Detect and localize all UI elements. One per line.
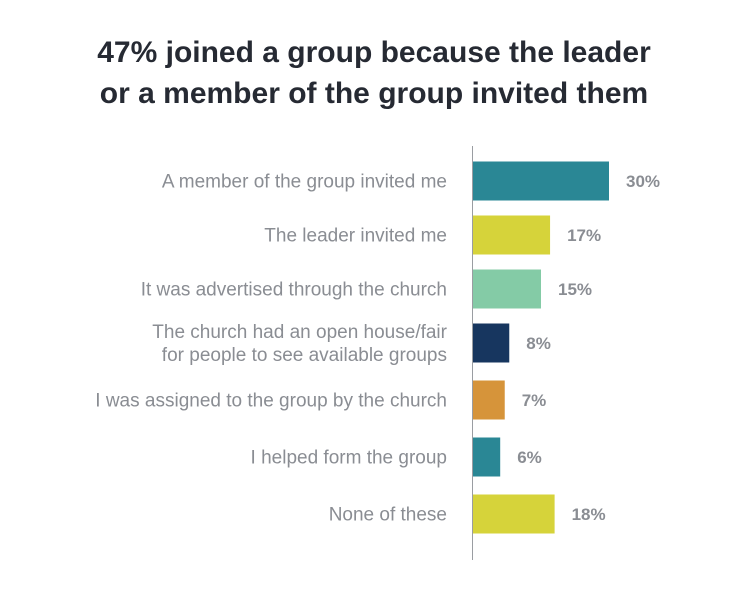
bars-group	[473, 161, 609, 534]
category-label-line: The leader invited me	[264, 226, 447, 247]
category-label-line: for people to see available groups	[162, 345, 447, 366]
value-label-1: 30%	[626, 172, 660, 191]
category-label-3: It was advertised through the church	[141, 280, 447, 301]
category-label-1: A member of the group invited me	[162, 172, 447, 193]
bar-6	[473, 437, 501, 477]
category-label-line: I was assigned to the group by the churc…	[95, 391, 447, 412]
bar-2	[473, 215, 551, 255]
bar-7	[473, 494, 555, 534]
chart-title-line-2: or a member of the group invited them	[99, 77, 649, 110]
category-labels-group: A member of the group invited me The lead…	[95, 172, 447, 526]
category-label-line: The church had an open house/fair	[152, 322, 447, 343]
value-label-2: 17%	[567, 226, 601, 245]
category-label-6: I helped form the group	[251, 448, 447, 469]
category-label-2: The leader invited me	[264, 226, 447, 247]
bar-1	[473, 161, 609, 201]
category-label-line: A member of the group invited me	[162, 172, 447, 193]
category-label-line: None of these	[329, 505, 447, 526]
value-labels-group: 30% 17% 15% 8% 7% 6% 18%	[517, 172, 660, 524]
chart-title: 47% joined a group because the leader or…	[0, 32, 748, 114]
bar-4	[473, 323, 510, 363]
value-label-7: 18%	[572, 505, 606, 524]
bar-3	[473, 269, 541, 309]
value-label-3: 15%	[558, 280, 592, 299]
chart-title-line-1: 47% joined a group because the leader	[97, 36, 651, 69]
value-label-6: 6%	[517, 448, 542, 467]
value-label-4: 8%	[526, 334, 551, 353]
category-label-line: I helped form the group	[251, 448, 447, 469]
category-label-5: I was assigned to the group by the churc…	[95, 391, 447, 412]
category-label-line: It was advertised through the church	[141, 280, 447, 301]
bar-5	[473, 380, 505, 420]
value-label-5: 7%	[522, 391, 547, 410]
category-label-7: None of these	[329, 505, 447, 526]
category-label-4: The church had an open house/fair for peo…	[152, 322, 447, 366]
